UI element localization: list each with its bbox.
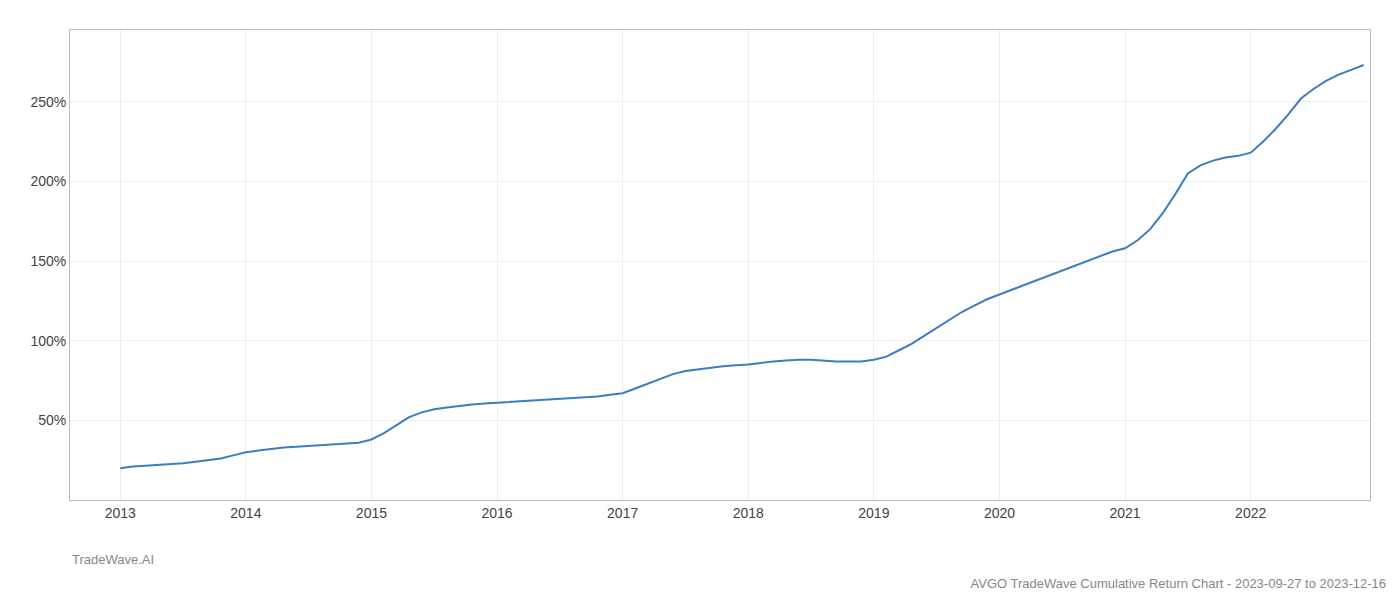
svg-text:2019: 2019 <box>858 505 889 521</box>
svg-text:50%: 50% <box>38 412 66 428</box>
svg-text:200%: 200% <box>30 173 66 189</box>
svg-text:2021: 2021 <box>1109 505 1140 521</box>
svg-text:2016: 2016 <box>481 505 512 521</box>
svg-text:150%: 150% <box>30 253 66 269</box>
svg-text:2018: 2018 <box>733 505 764 521</box>
svg-text:AVGO TradeWave Cumulative Retu: AVGO TradeWave Cumulative Return Chart -… <box>971 576 1387 591</box>
svg-text:2014: 2014 <box>230 505 261 521</box>
svg-text:250%: 250% <box>30 94 66 110</box>
svg-text:2017: 2017 <box>607 505 638 521</box>
svg-text:2015: 2015 <box>356 505 387 521</box>
svg-text:2020: 2020 <box>984 505 1015 521</box>
svg-text:100%: 100% <box>30 333 66 349</box>
svg-text:2013: 2013 <box>105 505 136 521</box>
svg-text:2022: 2022 <box>1235 505 1266 521</box>
svg-text:TradeWave.AI: TradeWave.AI <box>72 552 154 567</box>
